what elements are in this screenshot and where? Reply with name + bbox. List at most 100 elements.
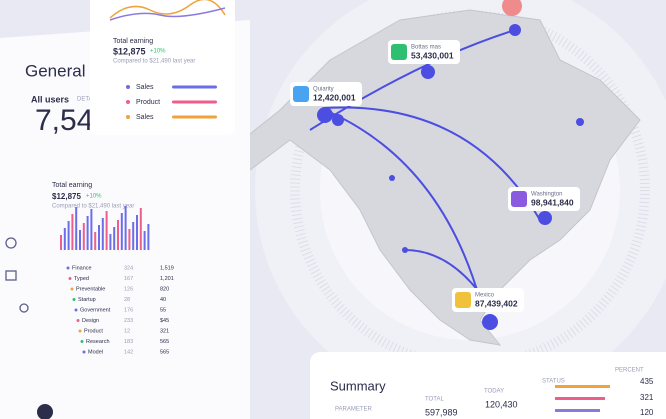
marker-label: Bottas mas (411, 45, 441, 51)
pin (502, 0, 522, 16)
legend-bar (172, 115, 217, 119)
row-label: Startup (78, 297, 96, 303)
row-label: Research (86, 339, 110, 345)
mini-bar (120, 213, 123, 250)
legend-dot (126, 100, 130, 104)
row-label: Finance (72, 265, 92, 271)
row-label: Government (80, 307, 111, 313)
row-value: 1,519 (160, 265, 174, 271)
mini-bar (90, 209, 93, 250)
marker-label: Quiarity (313, 87, 334, 93)
mini-bar (147, 224, 150, 250)
mini-bar (128, 229, 131, 250)
row-label: Model (88, 349, 103, 355)
card-note: Compared to $21,490 last year (113, 59, 195, 65)
marker-value: 87,439,402 (475, 298, 518, 308)
total: 597,989 (425, 407, 458, 417)
col-header: STATUS (542, 379, 565, 385)
sidebar-icons (5, 237, 29, 313)
mini-bar (124, 206, 127, 250)
mini-bar (86, 216, 89, 250)
col-header: TOTAL (425, 397, 444, 403)
row-value: 176 (124, 307, 133, 313)
percent: 120 (640, 408, 654, 417)
earning-title: Total earning (52, 182, 92, 189)
row-dot (66, 266, 70, 270)
marker-icon (455, 292, 471, 308)
row-dot (82, 350, 86, 354)
mini-bar (82, 223, 85, 250)
row-value: 12 (124, 328, 130, 334)
row-value: 820 (160, 286, 169, 292)
row-dot (68, 277, 72, 280)
marker-value: 98,941,840 (531, 197, 574, 207)
earning-note: Compared to $21,490 last year (52, 204, 134, 210)
row-label: Preventable (76, 286, 105, 292)
avatar (37, 404, 53, 419)
mini-bar (94, 232, 97, 250)
legend-label: Product (136, 99, 160, 106)
users-label: All users (31, 94, 69, 104)
row-value: 321 (160, 328, 169, 334)
land (169, 9, 641, 346)
row-value: 183 (124, 339, 133, 345)
row-value: 167 (124, 276, 133, 282)
mini-bars (60, 206, 150, 250)
card-amount: $12,875 (113, 46, 146, 56)
card-title: Total earning (113, 38, 153, 45)
marker-icon (293, 86, 309, 102)
row-dot (80, 340, 84, 343)
mini-bar (75, 207, 78, 250)
summary-card (310, 352, 666, 419)
percent: 435 (640, 377, 654, 386)
mini-bar (101, 218, 104, 250)
row-value: $45 (160, 318, 169, 324)
row-dot (72, 298, 76, 301)
marker-label: Mexico (475, 293, 495, 299)
earning-change: +10% (86, 194, 102, 200)
earning-amount: $12,875 (52, 192, 81, 201)
mini-bar (113, 227, 116, 250)
row-value: 126 (124, 286, 133, 292)
card-change: +10% (150, 49, 166, 55)
percent: 321 (640, 393, 654, 402)
card-line (109, 7, 226, 21)
card-line (109, 0, 226, 19)
row-value: 233 (124, 318, 133, 324)
hex-clusters (226, 24, 584, 330)
mini-bar (67, 221, 70, 250)
row-value: 28 (124, 297, 130, 303)
row-label: Typed (74, 276, 89, 282)
marker-icon (511, 191, 527, 207)
legend-bar (172, 100, 217, 104)
mini-bar (63, 228, 66, 250)
mini-bar (117, 220, 119, 250)
legend-bar (172, 85, 217, 89)
detail: DETAIL (77, 97, 98, 103)
row-value: 55 (160, 307, 166, 313)
col-header: PARAMETER (335, 407, 373, 413)
row-label: Design (82, 318, 99, 324)
route (309, 29, 516, 131)
mini-bar (105, 211, 108, 250)
row-value: 565 (160, 339, 169, 345)
status-bars (555, 385, 610, 412)
row-value: 40 (160, 297, 166, 303)
mini-bar (136, 215, 138, 250)
marker-value: 12,420,001 (313, 92, 356, 102)
legend-label: Sales (136, 114, 154, 121)
row-dot (70, 287, 74, 291)
mini-bar (139, 208, 142, 250)
row-label: Product (84, 328, 103, 334)
row-value: 1,201 (160, 276, 174, 282)
marker-icon (391, 44, 407, 60)
summary-title: Summary (330, 378, 386, 393)
mini-bar (143, 231, 146, 250)
mini-bar (109, 234, 112, 250)
mini-bar (79, 230, 81, 250)
mini-bar (60, 235, 62, 250)
col-header: PERCENT (615, 368, 644, 374)
legend-label: Sales (136, 84, 154, 91)
row-dot (78, 329, 82, 333)
col-header: TODAY (484, 389, 504, 395)
